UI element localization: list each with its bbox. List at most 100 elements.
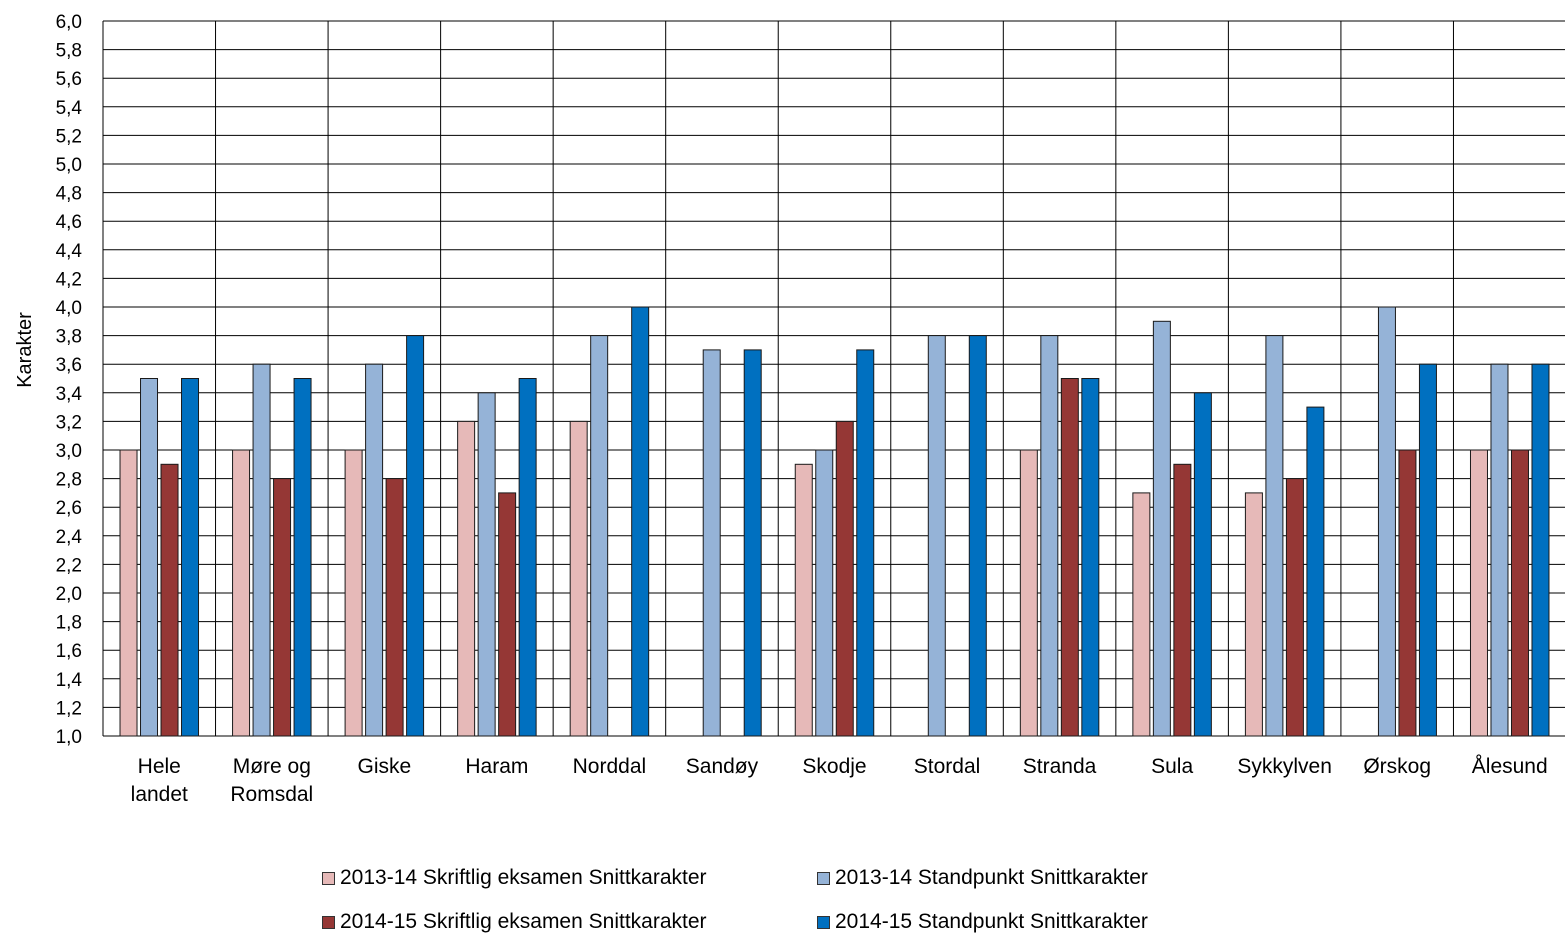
bar <box>1081 378 1100 737</box>
legend-label: 2013-14 Standpunkt Snittkarakter <box>835 866 1148 889</box>
bar <box>1306 406 1325 737</box>
y-tick-label: 2,0 <box>56 584 82 605</box>
bar <box>1510 449 1529 737</box>
bar <box>1377 306 1396 737</box>
bar <box>590 335 609 737</box>
y-tick-label: 4,6 <box>56 212 82 233</box>
bar <box>119 449 138 737</box>
y-tick-label: 3,8 <box>56 327 82 348</box>
bar <box>702 349 721 737</box>
legend-swatch <box>817 871 830 885</box>
bar <box>344 449 363 737</box>
bar <box>1469 449 1488 737</box>
x-category-label: Ørskog <box>1363 755 1431 778</box>
x-category-label: Stranda <box>1023 755 1097 778</box>
y-tick-label: 2,6 <box>56 498 82 519</box>
legend-swatch <box>322 871 335 885</box>
y-tick-label: 5,8 <box>56 41 82 62</box>
y-tick-label: 1,0 <box>56 727 82 748</box>
x-category-label: Norddal <box>573 755 647 778</box>
bar <box>181 378 200 737</box>
y-tick-label: 3,6 <box>56 355 82 376</box>
x-category-label: Sula <box>1151 755 1193 778</box>
bar <box>1193 392 1212 737</box>
x-category-label: Sandøy <box>686 755 759 778</box>
bar <box>1173 463 1192 737</box>
y-tick-label: 2,8 <box>56 470 82 491</box>
y-tick-label: 5,0 <box>56 155 82 176</box>
y-tick-label: 2,2 <box>56 555 82 576</box>
legend-item-2013-14-standpunkt: 2013-14 Standpunkt Snittkarakter <box>817 866 1148 890</box>
gridlines <box>102 20 1565 737</box>
bar <box>1060 378 1079 737</box>
x-category-label: Ålesund <box>1472 755 1548 778</box>
bar <box>968 335 987 737</box>
bar <box>1132 492 1151 737</box>
y-tick-label: 4,0 <box>56 298 82 319</box>
x-axis-category-labels: Hele landet Møre og Romsdal Giske Haram Nordda… <box>131 755 1548 806</box>
bars <box>119 306 1550 737</box>
bar <box>835 420 854 737</box>
x-category-label: Sykkylven <box>1237 755 1332 778</box>
y-tick-label: 5,4 <box>56 98 83 119</box>
x-category-label: Skodje <box>802 755 866 778</box>
x-category-label: Giske <box>358 755 412 778</box>
y-tick-label: 1,2 <box>56 698 82 719</box>
y-axis-tick-labels: 1,0 1,2 1,4 1,6 1,8 2,0 2,2 2,4 2,6 2,8 3,0 3,2 3,4 3… <box>56 12 83 748</box>
bar <box>365 363 384 737</box>
bar <box>140 378 159 737</box>
x-category-label: Hele landet <box>131 755 188 806</box>
bar <box>406 335 425 737</box>
y-tick-label: 1,4 <box>56 670 83 691</box>
x-category-label: Haram <box>465 755 528 778</box>
bar <box>1531 363 1550 737</box>
bar <box>273 478 292 737</box>
bar <box>293 378 312 737</box>
bar <box>232 449 251 737</box>
bar <box>385 478 404 737</box>
bar <box>457 420 476 737</box>
bar <box>477 392 496 737</box>
legend-label: 2014-15 Skriftlig eksamen Snittkarakter <box>340 910 707 933</box>
legend: 2013-14 Skriftlig eksamen Snittkarakter … <box>322 866 1222 936</box>
y-tick-label: 1,8 <box>56 613 82 634</box>
y-tick-label: 4,8 <box>56 184 82 205</box>
bar <box>1019 449 1038 737</box>
legend-label: 2013-14 Skriftlig eksamen Snittkarakter <box>340 866 707 889</box>
y-tick-label: 5,6 <box>56 69 82 90</box>
bar <box>927 335 946 737</box>
y-axis-label: Karakter <box>14 312 36 388</box>
bar <box>498 492 517 737</box>
y-tick-label: 4,4 <box>56 241 83 262</box>
bar <box>1152 320 1171 737</box>
legend-swatch <box>322 915 335 929</box>
bar <box>1490 363 1509 737</box>
bar <box>743 349 762 737</box>
bar <box>160 463 179 737</box>
bar <box>1285 478 1304 737</box>
x-category-label: Stordal <box>914 755 981 778</box>
bar-chart: 1,0 1,2 1,4 1,6 1,8 2,0 2,2 2,4 2,6 2,8 3,0 3,2 3,4 3… <box>14 12 1565 806</box>
bar <box>815 449 834 737</box>
y-tick-label: 3,0 <box>56 441 82 462</box>
bar <box>1244 492 1263 737</box>
legend-swatch <box>817 915 830 929</box>
bar <box>1418 363 1437 737</box>
y-tick-label: 3,2 <box>56 412 82 433</box>
legend-label: 2014-15 Standpunkt Snittkarakter <box>835 910 1148 933</box>
y-tick-label: 6,0 <box>56 12 82 33</box>
y-tick-label: 4,2 <box>56 269 82 290</box>
bar <box>631 306 650 737</box>
legend-item-2014-15-standpunkt: 2014-15 Standpunkt Snittkarakter <box>817 910 1148 934</box>
bar <box>1040 335 1059 737</box>
y-tick-label: 5,2 <box>56 126 82 147</box>
bar <box>1398 449 1417 737</box>
y-tick-label: 3,4 <box>56 384 83 405</box>
bar <box>518 378 537 737</box>
legend-item-2013-14-skriftlig: 2013-14 Skriftlig eksamen Snittkarakter <box>322 866 707 890</box>
legend-item-2014-15-skriftlig: 2014-15 Skriftlig eksamen Snittkarakter <box>322 910 707 934</box>
y-tick-label: 1,6 <box>56 641 82 662</box>
bar <box>1265 335 1284 737</box>
y-tick-label: 2,4 <box>56 527 83 548</box>
bar <box>794 463 813 737</box>
